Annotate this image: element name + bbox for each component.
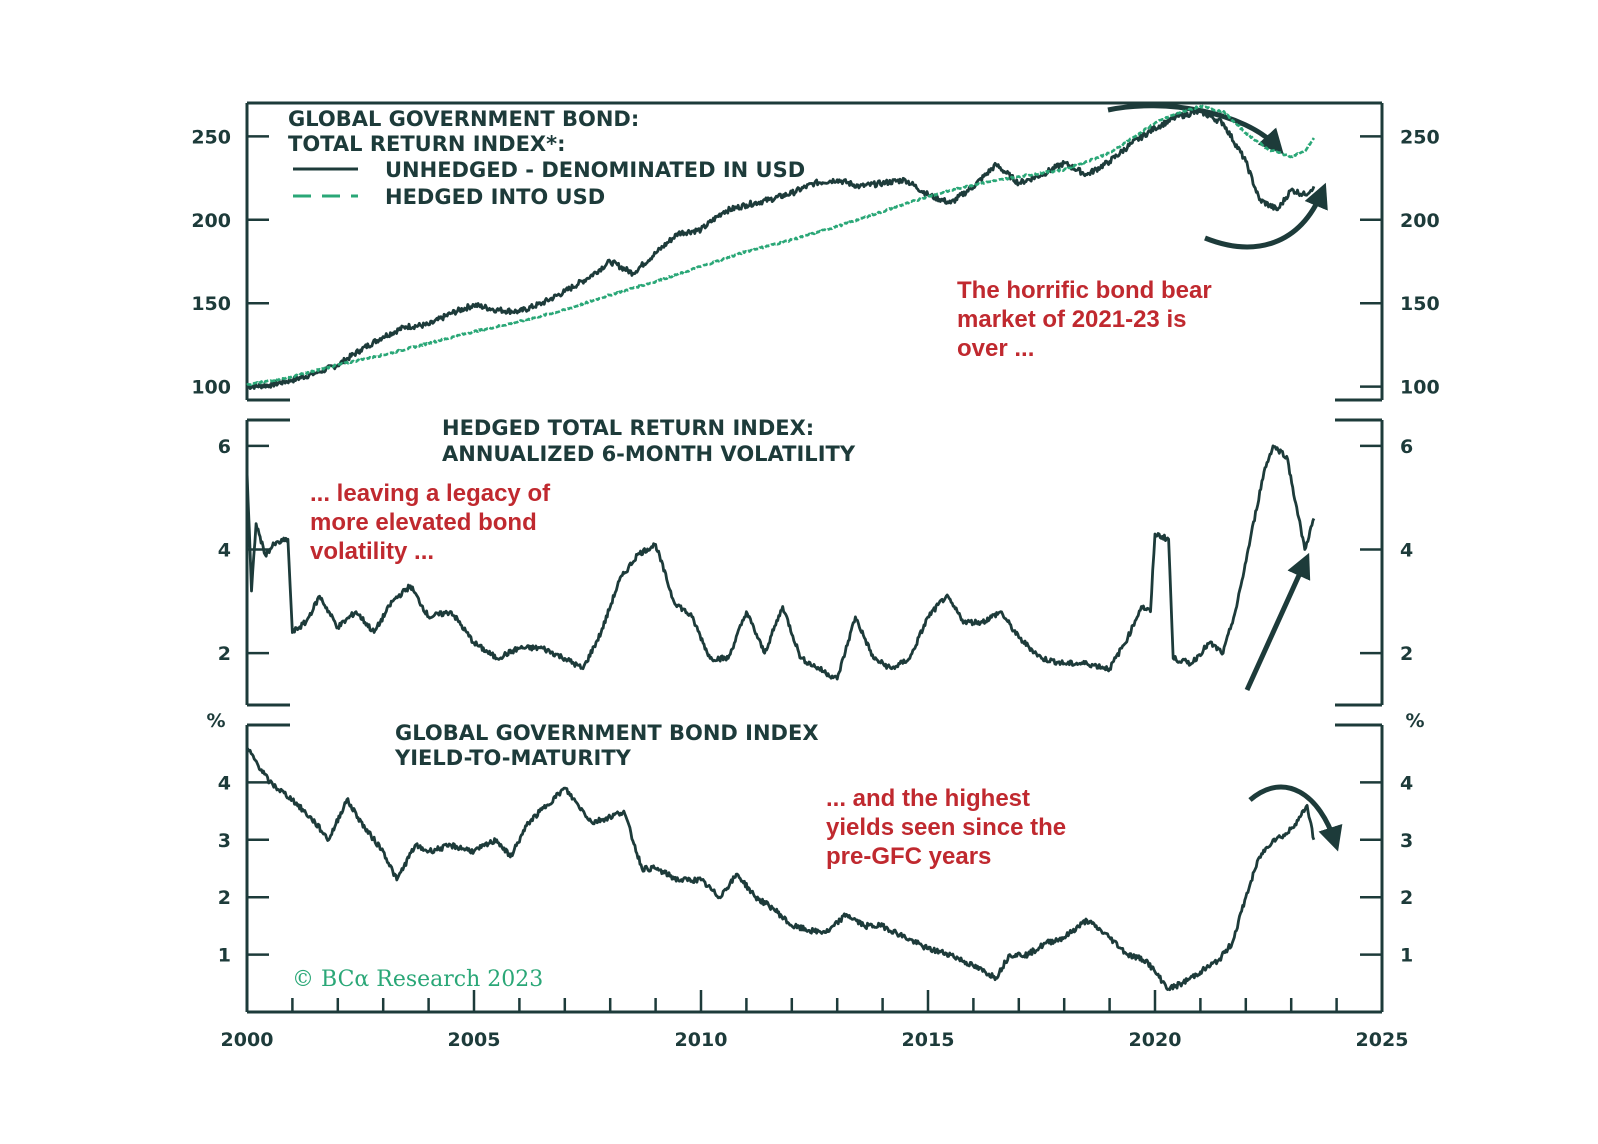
panel2-ytick-label-left: 2 (218, 643, 231, 665)
panel3-ytick-label-left: 1 (218, 945, 231, 967)
frame-group (245, 101, 1384, 1014)
panel3-ytick-label-right: 1 (1400, 945, 1413, 967)
panel3-y-unit-left: % (206, 710, 225, 732)
panel1-ytick-label-right: 150 (1400, 293, 1440, 315)
panel1-ytick-label-left: 100 (191, 377, 231, 399)
arrows (1107, 103, 1343, 852)
annotation-panel1-line3: over ... (957, 335, 1034, 362)
annotation-panel2-line1: ... leaving a legacy of (310, 480, 551, 507)
x-tick-label: 2020 (1129, 1029, 1182, 1051)
panel1-ytick-label-left: 200 (191, 210, 231, 232)
panel3-ytick-label-right: 2 (1400, 887, 1413, 909)
panel3-series-line-1 (245, 747, 1316, 992)
panel3-header: GLOBAL GOVERNMENT BOND INDEX YIELD-TO-MA… (206, 710, 1424, 770)
panel3-title-line2: YIELD-TO-MATURITY (394, 746, 632, 770)
annotation-panel3-line1: ... and the highest (826, 785, 1030, 812)
panel2-header: HEDGED TOTAL RETURN INDEX: ANNUALIZED 6-… (442, 416, 856, 466)
panel1-title-line1: GLOBAL GOVERNMENT BOND: (288, 107, 639, 131)
x-tick-label: 2010 (675, 1029, 728, 1051)
arrow-up-curve-panel1 (1204, 182, 1328, 250)
annotation-panel3-line2: yields seen since the (826, 814, 1066, 841)
credit-text: © BCα Research 2023 (292, 967, 543, 992)
panel3-ytick-label-left: 3 (218, 830, 231, 852)
panel3-ytick-label-right: 4 (1400, 772, 1413, 794)
annotation-panel2-line3: volatility ... (310, 538, 434, 565)
panel1-ytick-label-left: 150 (191, 293, 231, 315)
panel3-ytick-label-left: 2 (218, 887, 231, 909)
arrow-down-curve-panel3 (1248, 784, 1343, 852)
annotations: The horrific bond bear market of 2021-23… (310, 277, 1212, 870)
panel2-title-line1: HEDGED TOTAL RETURN INDEX: (442, 416, 814, 440)
annotation-panel1-line2: market of 2021-23 is (957, 306, 1186, 333)
panel2-ytick-label-right: 6 (1400, 436, 1413, 458)
panel2-ytick-label-right: 2 (1400, 643, 1413, 665)
panel1-ytick-label-right: 200 (1400, 210, 1440, 232)
panel3-ytick-label-right: 3 (1400, 830, 1413, 852)
panel1-ytick-label-right: 100 (1400, 377, 1440, 399)
panel2-series-line-1 (245, 444, 1316, 681)
panel2-ytick-label-left: 4 (218, 540, 231, 562)
panel1-ytick-label-left: 250 (191, 126, 231, 148)
panel1-ytick-label-right: 250 (1400, 126, 1440, 148)
x-tick-label: 2000 (221, 1029, 274, 1051)
arrow-up-panel2 (1244, 552, 1311, 692)
panel2-ytick-label-right: 4 (1400, 540, 1413, 562)
annotation-panel2-line2: more elevated bond (310, 509, 537, 536)
panel2-title-line2: ANNUALIZED 6-MONTH VOLATILITY (442, 442, 856, 466)
annotation-panel3-line3: pre-GFC years (826, 843, 991, 870)
x-tick-label: 2005 (448, 1029, 501, 1051)
legend-unhedged-label: UNHEDGED - DENOMINATED IN USD (385, 158, 805, 182)
panel3-ytick-label-left: 4 (218, 772, 231, 794)
legend-hedged-label: HEDGED INTO USD (385, 185, 605, 209)
panel1-series-line-2 (246, 104, 1316, 387)
panel1-header: GLOBAL GOVERNMENT BOND: TOTAL RETURN IND… (288, 107, 805, 209)
panel3-y-unit-right: % (1405, 710, 1424, 732)
x-tick-label: 2025 (1356, 1029, 1409, 1051)
panel3-title-line1: GLOBAL GOVERNMENT BOND INDEX (395, 721, 819, 745)
panel1-title-line2: TOTAL RETURN INDEX*: (288, 132, 566, 156)
x-tick-label: 2015 (902, 1029, 955, 1051)
annotation-panel1-line1: The horrific bond bear (957, 277, 1212, 304)
panel2-ytick-label-left: 6 (218, 436, 231, 458)
panel1-series-line-1 (246, 108, 1316, 390)
chart-marks: 100 100 150 150 200 200 250 250 2 2 4 4 6 6 1 1 2 2 3 3 4 4 20… (191, 104, 1440, 1051)
